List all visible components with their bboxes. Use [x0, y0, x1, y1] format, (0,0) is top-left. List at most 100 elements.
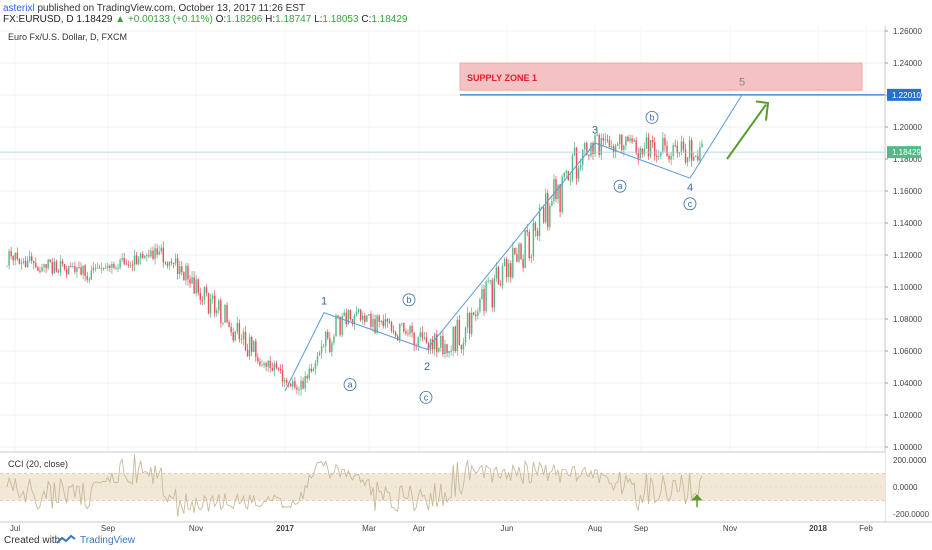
candle-body — [658, 156, 660, 158]
candle-body — [362, 315, 364, 320]
candle-body — [450, 351, 452, 352]
price-axis-bg — [885, 26, 932, 532]
candle-body — [316, 355, 319, 363]
candle-body — [466, 312, 469, 328]
candle-body — [493, 278, 496, 308]
candle-body — [216, 310, 218, 314]
candle-body — [119, 259, 121, 268]
candle-body — [633, 140, 635, 142]
tradingview-brand[interactable]: TradingView — [80, 535, 136, 546]
time-axis[interactable]: Jul Sep Nov 2017 Mar Apr Jun Aug Sep Nov 2018 Feb — [0, 521, 932, 532]
candle-body — [643, 148, 646, 155]
candle-body — [536, 230, 539, 237]
candle-body — [666, 145, 668, 156]
candle-body — [127, 264, 130, 266]
candle-body — [135, 255, 138, 264]
candle-body — [394, 332, 397, 337]
candle-body — [322, 346, 325, 348]
candle-body — [370, 314, 372, 327]
candle-body — [520, 243, 522, 260]
candle-body — [263, 363, 265, 366]
candle-body — [160, 247, 162, 252]
candle-body — [489, 280, 491, 282]
candle-body — [92, 267, 95, 271]
candle-body — [436, 334, 438, 352]
candle-body — [107, 265, 109, 268]
candle-body — [590, 143, 592, 156]
price-tick-label: 1.08000 — [893, 315, 922, 324]
candle-body — [133, 255, 136, 266]
candle-body — [197, 279, 199, 293]
price-tick-label: 1.02000 — [893, 411, 922, 420]
candle-body — [88, 279, 90, 281]
candle-body — [473, 312, 475, 315]
price-tick-label: 1.10000 — [893, 283, 922, 292]
candle-body — [283, 380, 286, 382]
candle-body — [166, 263, 169, 266]
sub-wave-label: b — [649, 112, 654, 122]
sub-wave-circle — [645, 111, 659, 124]
price-tick-label: 1.26000 — [893, 27, 922, 36]
supply-zone-box — [459, 62, 863, 91]
candle-body — [557, 184, 559, 199]
candle-body — [625, 136, 627, 146]
resistance-price-tag — [887, 88, 921, 101]
candle-body — [635, 140, 637, 154]
chart-canvas[interactable]: SUPPLY ZONE 1 1 2 3 4 5 a b c a b c 1.26000 1.24000… — [0, 26, 932, 532]
candle-body — [586, 143, 588, 156]
candle-body — [8, 251, 10, 266]
candle-body — [440, 335, 442, 348]
candle-body — [534, 222, 537, 231]
candle-body — [528, 232, 530, 259]
wave-label: 3 — [592, 124, 598, 136]
candle-body — [324, 331, 327, 347]
candle-body — [584, 143, 586, 150]
candle-body — [121, 258, 123, 260]
candle-body — [230, 326, 232, 333]
candle-body — [300, 380, 302, 390]
sub-wave-circle — [402, 293, 416, 307]
candle-body — [179, 266, 181, 275]
sub-wave-label: b — [406, 295, 411, 305]
candle-body — [532, 222, 535, 257]
symbol-line: FX:EURUSD, D 1.18429 ▲ +0.00133 (+0.11%)… — [3, 14, 408, 25]
last-price-label: 1.18429 — [892, 148, 921, 157]
candle-body — [497, 267, 500, 285]
candle-body — [551, 201, 553, 206]
candle-body — [205, 287, 208, 294]
created-with: Created with — [4, 535, 61, 546]
candle-body — [579, 164, 582, 169]
candle-body — [222, 322, 224, 324]
cci-pane[interactable]: 200.0000 0.0000 -200.0000 — [0, 451, 930, 522]
time-tick-label: Nov — [723, 524, 737, 532]
candle-body — [37, 267, 39, 272]
candle-body — [294, 381, 296, 388]
candle-body — [388, 321, 391, 323]
candle-body — [347, 310, 350, 325]
author-link[interactable]: asterixl — [3, 3, 35, 14]
candle-body — [374, 319, 376, 333]
main-pane[interactable] — [0, 26, 885, 450]
time-tick-label: 2017 — [276, 524, 294, 532]
candle-body — [183, 272, 185, 281]
candle-body — [250, 337, 253, 352]
chart-header: asterixl published on TradingView.com, O… — [0, 0, 932, 26]
candle-body — [699, 147, 701, 161]
candle-body — [139, 253, 142, 259]
candle-body — [261, 365, 263, 367]
close-label: C: — [361, 14, 372, 25]
candle-body — [248, 337, 251, 357]
candle-body — [621, 134, 623, 150]
candle-body — [253, 341, 255, 352]
candle-body — [438, 347, 440, 352]
candle-body — [524, 230, 526, 268]
candle-body — [662, 138, 664, 152]
candle-body — [242, 331, 245, 340]
candle-body — [565, 171, 567, 173]
price-tick-label: 1.04000 — [893, 379, 922, 388]
candle-body — [14, 252, 16, 261]
price-axis[interactable]: 1.260001.240001.220001.200001.180001.160… — [884, 26, 932, 532]
candle-body — [129, 264, 132, 266]
candle-body — [549, 205, 551, 227]
candle-body — [327, 331, 329, 339]
